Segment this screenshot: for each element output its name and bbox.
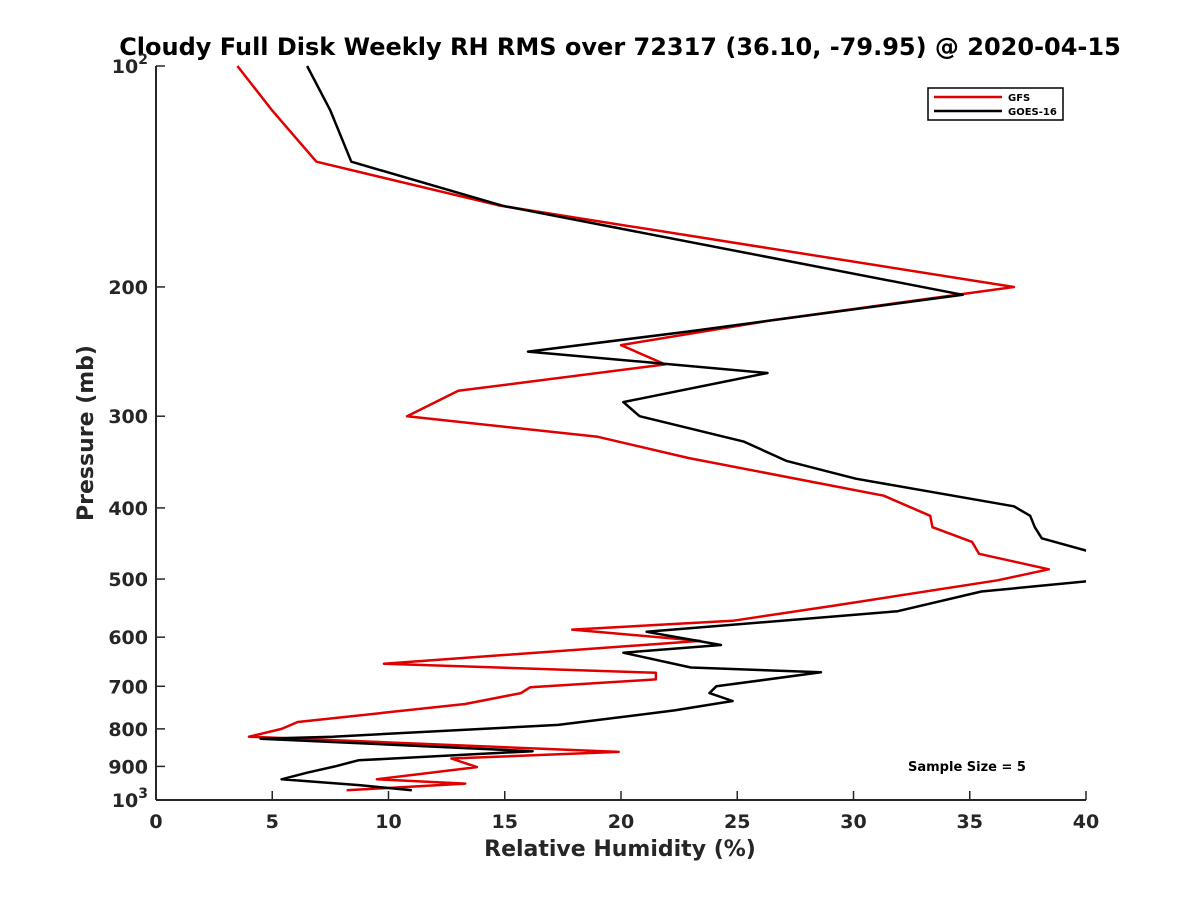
- x-tick-label: 40: [1073, 811, 1099, 833]
- plot-lines: [236, 65, 1086, 792]
- x-tick-label: 0: [149, 811, 162, 833]
- x-tick-label: 30: [840, 811, 866, 833]
- legend-label-goes16: GOES-16: [1008, 107, 1057, 118]
- sample-size-annotation: Sample Size = 5: [908, 760, 1026, 775]
- y-axis-label: Pressure (mb): [74, 345, 99, 521]
- y-tick-label: 102: [112, 52, 148, 78]
- y-axis-ticks: 102 200 300 400 500 600 700 800 900 103: [108, 52, 165, 812]
- y-tick-label: 300: [108, 406, 148, 428]
- series-line-goes16: [259, 65, 1086, 792]
- legend-label-gfs: GFS: [1008, 93, 1030, 104]
- y-tick-label: 200: [108, 277, 148, 299]
- y-tick-label: 500: [108, 569, 148, 591]
- x-tick-label: 20: [608, 811, 634, 833]
- legend: GFS GOES-16: [927, 87, 1064, 121]
- y-tick-label: 700: [108, 676, 148, 698]
- legend-box: [927, 87, 1064, 121]
- x-axis-ticks: 0 5 10 15 20 25 30 35 40: [149, 791, 1099, 833]
- x-tick-label: 35: [957, 811, 983, 833]
- y-tick-label: 400: [108, 498, 148, 520]
- y-tick-label: 103: [112, 786, 148, 812]
- x-tick-label: 25: [724, 811, 750, 833]
- x-tick-label: 10: [375, 811, 401, 833]
- y-tick-label: 800: [108, 719, 148, 741]
- y-tick-label: 600: [108, 627, 148, 649]
- series-line-gfs: [236, 65, 1051, 792]
- x-tick-label: 15: [492, 811, 518, 833]
- x-tick-label: 5: [266, 811, 279, 833]
- chart-title: Cloudy Full Disk Weekly RH RMS over 7231…: [119, 33, 1121, 61]
- x-axis-label: Relative Humidity (%): [484, 837, 756, 862]
- y-tick-label: 900: [108, 756, 148, 778]
